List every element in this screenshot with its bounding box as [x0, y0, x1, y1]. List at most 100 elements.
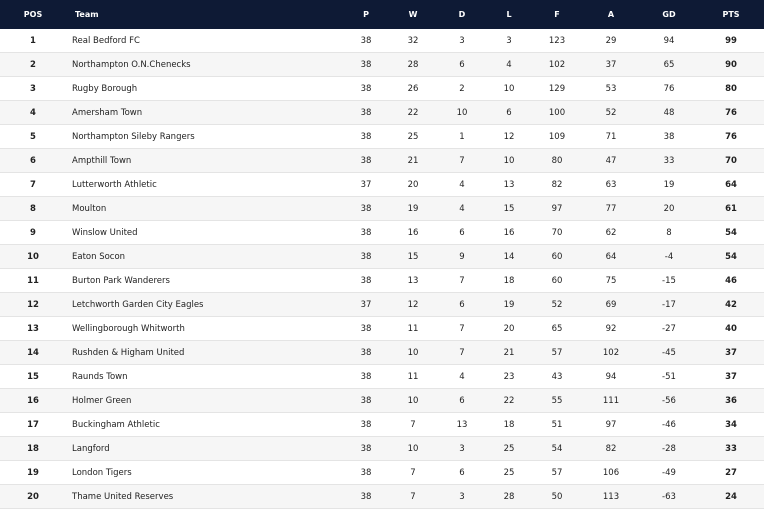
- header-cell: W: [408, 10, 418, 19]
- stat-cell: 13: [407, 276, 419, 286]
- stat-cell: 12: [503, 132, 515, 142]
- stat-cell: 7: [410, 468, 416, 478]
- stat-cell: 10: [407, 444, 419, 454]
- stat-cell: -17: [662, 300, 676, 310]
- team-name: Winslow United: [72, 228, 138, 238]
- stat-cell: 65: [551, 324, 563, 334]
- team-name: Raunds Town: [72, 372, 128, 382]
- team-name: London Tigers: [72, 468, 132, 478]
- stat-cell: -51: [662, 372, 676, 382]
- stat-cell: 92: [605, 324, 617, 334]
- stat-cell: 19: [663, 180, 675, 190]
- stat-cell: 102: [548, 60, 566, 70]
- stat-cell: 97: [605, 420, 617, 430]
- stat-cell: 42: [725, 300, 737, 310]
- table-row: 7 Lutterworth Athletic 37 20 4 13 82 63 19 64: [0, 173, 764, 197]
- stat-cell: 7: [30, 180, 36, 190]
- stat-cell: 64: [605, 252, 617, 262]
- stat-cell: 38: [360, 36, 372, 46]
- stat-cell: -46: [662, 420, 676, 430]
- stat-cell: 129: [548, 84, 566, 94]
- table-row: 11 Burton Park Wanderers 38 13 7 18 60 75 -15 46: [0, 269, 764, 293]
- stat-cell: 57: [551, 348, 563, 358]
- header-cell: A: [607, 10, 615, 19]
- stat-cell: 38: [360, 444, 372, 454]
- stat-cell: 6: [506, 108, 512, 118]
- table-row: 20 Thame United Reserves 38 7 3 28 50 113 -63 24: [0, 485, 764, 509]
- stat-cell: 1: [459, 132, 465, 142]
- stat-cell: 4: [506, 60, 512, 70]
- stat-cell: 10: [27, 252, 39, 262]
- table-row: 5 Northampton Sileby Rangers 38 25 1 12 109 71 3…: [0, 125, 764, 149]
- stat-cell: 90: [725, 60, 737, 70]
- team-name: Northampton Sileby Rangers: [72, 132, 195, 142]
- stat-cell: 4: [30, 108, 36, 118]
- stat-cell: 54: [725, 228, 737, 238]
- stat-cell: 109: [548, 132, 566, 142]
- stat-cell: 82: [605, 444, 617, 454]
- stat-cell: 20: [407, 180, 419, 190]
- team-name: Holmer Green: [72, 396, 132, 406]
- stat-cell: 60: [551, 252, 563, 262]
- stat-cell: 113: [602, 492, 620, 502]
- stat-cell: 102: [602, 348, 620, 358]
- stat-cell: 28: [407, 60, 419, 70]
- stat-cell: 3: [506, 36, 512, 46]
- stat-cell: 9: [459, 252, 465, 262]
- stat-cell: 38: [360, 84, 372, 94]
- stat-cell: 25: [503, 468, 515, 478]
- stat-cell: 75: [605, 276, 617, 286]
- stat-cell: 70: [725, 156, 737, 166]
- stat-cell: 8: [30, 204, 36, 214]
- stat-cell: 7: [459, 348, 465, 358]
- stat-cell: 38: [360, 372, 372, 382]
- table-header: POS Team P W D L F A GD PTS: [0, 0, 764, 29]
- stat-cell: 16: [27, 396, 39, 406]
- table-row: 19 London Tigers 38 7 6 25 57 106 -49 27: [0, 461, 764, 485]
- stat-cell: 76: [663, 84, 675, 94]
- stat-cell: 10: [503, 156, 515, 166]
- stat-cell: -56: [662, 396, 676, 406]
- team-name: Letchworth Garden City Eagles: [72, 300, 204, 310]
- stat-cell: -27: [662, 324, 676, 334]
- stat-cell: 38: [360, 252, 372, 262]
- header-cell: Team: [75, 10, 99, 19]
- stat-cell: 23: [503, 372, 515, 382]
- stat-cell: -4: [664, 252, 674, 262]
- stat-cell: 50: [551, 492, 563, 502]
- team-name: Amersham Town: [72, 108, 143, 118]
- table-row: 1 Real Bedford FC 38 32 3 3 123 29 94 99: [0, 29, 764, 53]
- stat-cell: 38: [360, 348, 372, 358]
- table-row: 3 Rugby Borough 38 26 2 10 129 53 76 80: [0, 77, 764, 101]
- stat-cell: 22: [503, 396, 515, 406]
- stat-cell: 15: [503, 204, 515, 214]
- stat-cell: 47: [605, 156, 617, 166]
- stat-cell: 7: [459, 324, 465, 334]
- stat-cell: 25: [407, 132, 419, 142]
- stat-cell: 69: [605, 300, 617, 310]
- stat-cell: 5: [30, 132, 36, 142]
- header-cell: PTS: [722, 10, 740, 19]
- table-row: 14 Rushden & Higham United 38 10 7 21 57 102 -45…: [0, 341, 764, 365]
- stat-cell: 26: [407, 84, 419, 94]
- stat-cell: 7: [459, 276, 465, 286]
- stat-cell: 34: [725, 420, 737, 430]
- stat-cell: 10: [456, 108, 468, 118]
- stat-cell: 20: [27, 492, 39, 502]
- stat-cell: 37: [360, 300, 372, 310]
- stat-cell: 13: [27, 324, 39, 334]
- stat-cell: 38: [360, 204, 372, 214]
- stat-cell: 11: [27, 276, 39, 286]
- stat-cell: 4: [459, 372, 465, 382]
- stat-cell: 77: [605, 204, 617, 214]
- stat-cell: 3: [459, 444, 465, 454]
- stat-cell: 111: [602, 396, 620, 406]
- stat-cell: 123: [548, 36, 566, 46]
- stat-cell: 15: [407, 252, 419, 262]
- stat-cell: 32: [407, 36, 419, 46]
- header-cell: D: [458, 10, 466, 19]
- table-row: 6 Ampthill Town 38 21 7 10 80 47 33 70: [0, 149, 764, 173]
- stat-cell: 60: [551, 276, 563, 286]
- team-name: Lutterworth Athletic: [72, 180, 157, 190]
- stat-cell: 4: [459, 204, 465, 214]
